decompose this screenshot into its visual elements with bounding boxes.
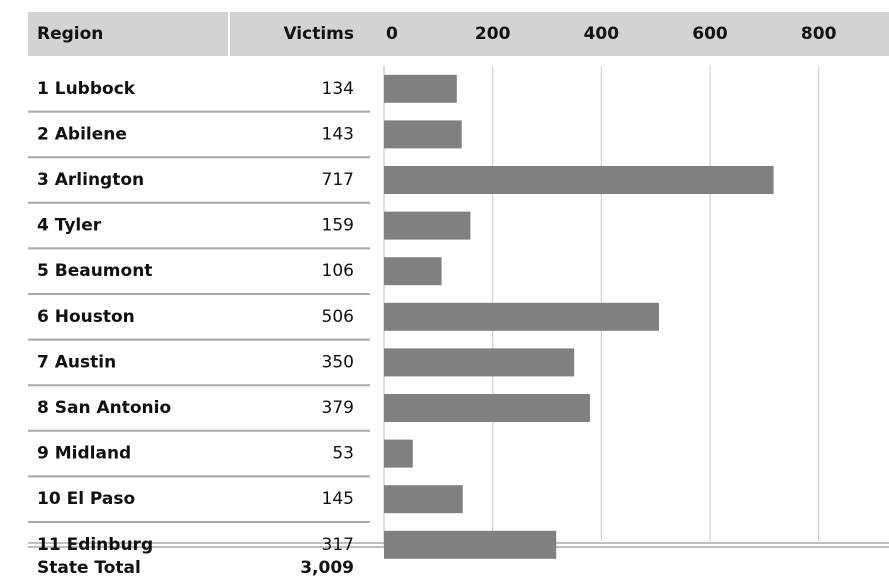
bar (384, 257, 442, 286)
x-tick-label: 600 (692, 24, 728, 44)
region-label: 6 Houston (37, 307, 135, 327)
value-label: 145 (322, 489, 354, 509)
value-label: 143 (322, 124, 354, 144)
value-label: 134 (322, 79, 354, 99)
bar (384, 120, 462, 149)
region-label: 1 Lubbock (37, 79, 136, 99)
bar (384, 439, 413, 468)
bar (384, 302, 659, 331)
bar (384, 166, 774, 194)
bar (384, 211, 471, 240)
header-band (28, 12, 889, 56)
x-tick-label: 0 (386, 24, 398, 44)
value-label: 159 (322, 216, 354, 236)
region-label: 5 Beaumont (37, 261, 152, 281)
region-header: Region (37, 24, 103, 44)
value-label: 350 (322, 352, 354, 372)
value-label: 53 (332, 444, 354, 464)
region-label: 8 San Antonio (37, 398, 171, 418)
bar (384, 530, 557, 559)
bar (384, 348, 575, 377)
x-tick-label: 200 (475, 24, 511, 44)
total-label: State Total (37, 558, 141, 578)
x-tick-label: 800 (801, 24, 837, 44)
x-tick-label: 400 (584, 24, 620, 44)
region-label: 4 Tyler (37, 216, 102, 236)
value-label: 379 (322, 398, 354, 418)
total-value: 3,009 (300, 558, 354, 578)
bar (384, 394, 590, 422)
region-label: 11 Edinburg (37, 535, 153, 555)
region-label: 10 El Paso (37, 489, 135, 509)
region-label: 2 Abilene (37, 124, 127, 144)
value-label: 106 (322, 261, 354, 281)
bar (384, 485, 463, 514)
value-label: 717 (322, 170, 354, 190)
region-label: 3 Arlington (37, 170, 144, 190)
victims-header: Victims (283, 24, 354, 44)
value-label: 506 (322, 307, 354, 327)
region-label: 9 Midland (37, 444, 131, 464)
bar (384, 74, 457, 103)
value-label: 317 (322, 535, 354, 555)
region-label: 7 Austin (37, 352, 116, 372)
